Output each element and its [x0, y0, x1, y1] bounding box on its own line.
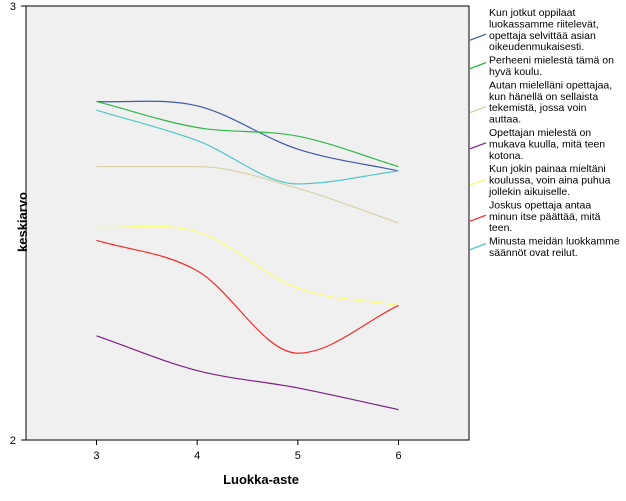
series-line-7 [96, 109, 399, 185]
x-axis: 3 4 5 6 [93, 440, 402, 462]
legend-label-5: Kun jokin painaa mieltäni koulussa, voin … [488, 163, 611, 198]
x-tick-label: 5 [295, 450, 301, 462]
legend-label-2: Perheeni mielestä tämä on hyvä koulu. [489, 55, 614, 78]
legend-swatch-5 [469, 178, 487, 186]
legend-swatch-1 [469, 33, 487, 41]
series-line-3 [96, 165, 399, 224]
y-tick-label: 3 [10, 1, 16, 13]
x-tick-label: 4 [194, 450, 200, 462]
series-line-1 [96, 100, 399, 172]
legend-label-4: Opettajan mielestä on mukava kuulla, mitä… [489, 127, 605, 162]
legend-swatch-6 [469, 214, 487, 222]
series-line-6 [96, 239, 399, 354]
legend-swatch-4 [469, 142, 487, 150]
y-tick-label: 2 [10, 435, 16, 447]
series-line-5 [96, 225, 399, 307]
plot-area [25, 5, 470, 441]
x-tick-label: 3 [93, 450, 99, 462]
legend: Kun jotkut oppilaat luokassamme riitelevä… [469, 7, 620, 259]
y-axis: 23 [10, 1, 26, 447]
legend-swatch-2 [469, 61, 487, 70]
legend-label-6: Joskus opettaja antaa minun itse päättää,… [489, 199, 601, 234]
y-axis-title: keskiarvo [15, 192, 30, 252]
series-lines [96, 100, 399, 411]
legend-swatch-7 [469, 242, 487, 251]
legend-label-3: Autan mielelläni opettajaa, kun hänellä o… [489, 79, 612, 125]
series-line-2 [96, 100, 399, 168]
x-axis-title: Luokka-aste [223, 472, 299, 487]
x-tick-label: 6 [395, 450, 401, 462]
legend-label-7: Minusta meidän luokkamme säännöt ovat rei… [489, 236, 620, 259]
legend-swatch-3 [469, 105, 487, 114]
series-line-4 [96, 335, 399, 411]
legend-label-1: Kun jotkut oppilaat luokassamme riitelevä… [489, 7, 599, 53]
